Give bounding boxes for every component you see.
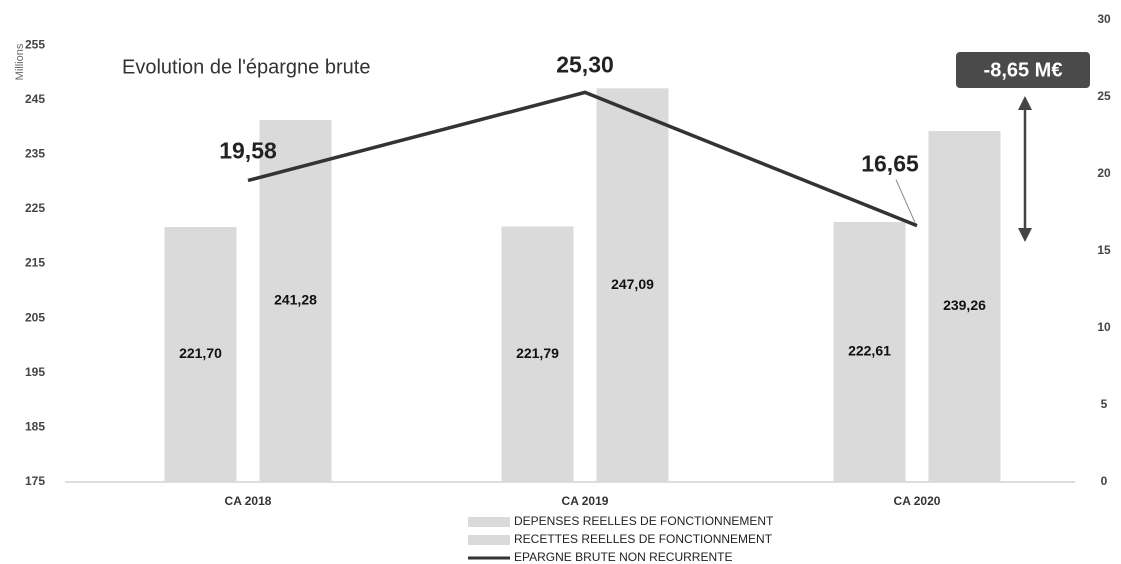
legend-swatch <box>468 517 510 527</box>
y2-tick-label: 25 <box>1097 89 1111 103</box>
x-tick-label: CA 2020 <box>894 494 941 508</box>
bar-value-label: 222,61 <box>848 343 891 359</box>
y-tick-label: 205 <box>25 310 45 324</box>
bar <box>501 226 574 482</box>
y-tick-label: 225 <box>25 201 45 215</box>
bar <box>928 131 1001 482</box>
y2-tick-label: 10 <box>1097 320 1111 334</box>
y-tick-label: 185 <box>25 420 45 434</box>
chart-title: Evolution de l'épargne brute <box>122 56 370 78</box>
y-tick-label: 175 <box>25 474 45 488</box>
legend-swatch <box>468 535 510 545</box>
y2-tick-label: 15 <box>1097 243 1111 257</box>
line <box>247 90 918 228</box>
bar-value-label: 221,79 <box>516 345 559 361</box>
bar-value-label: 241,28 <box>274 292 317 308</box>
y-tick-label: 235 <box>25 147 45 161</box>
bar <box>164 226 237 482</box>
y-tick-label: 255 <box>25 37 45 51</box>
y2-tick-label: 30 <box>1097 12 1111 26</box>
bar-value-label: 221,70 <box>179 345 222 361</box>
bar <box>259 120 332 483</box>
y-tick-label: 245 <box>25 92 45 106</box>
y-tick-label: 215 <box>25 256 45 270</box>
leader-line <box>895 179 916 223</box>
y-axis-label: Millions <box>14 43 26 80</box>
bar <box>596 88 669 483</box>
line-value-label: 16,65 <box>861 151 919 177</box>
bar-value-label: 247,09 <box>611 276 654 292</box>
x-tick-label: CA 2019 <box>562 494 609 508</box>
annotation-box <box>956 52 1090 88</box>
bar <box>833 222 906 482</box>
line-value-label: 25,30 <box>556 51 614 77</box>
legend-label: DEPENSES REELLES DE FONCTIONNEMENT <box>514 514 774 528</box>
y2-tick-label: 5 <box>1101 397 1108 411</box>
line-value-label: 19,58 <box>219 138 277 164</box>
x-tick-label: CA 2018 <box>225 494 272 508</box>
double-arrow <box>1018 96 1032 242</box>
y2-tick-label: 0 <box>1101 474 1108 488</box>
legend-label: EPARGNE BRUTE NON RECURRENTE <box>514 550 732 564</box>
legend-label: RECETTES REELLES DE FONCTIONNEMENT <box>514 532 773 546</box>
y2-tick-label: 20 <box>1097 166 1111 180</box>
bar-value-label: 239,26 <box>943 297 986 313</box>
y-tick-label: 195 <box>25 365 45 379</box>
annotation: -8,65 M€ <box>984 59 1063 81</box>
